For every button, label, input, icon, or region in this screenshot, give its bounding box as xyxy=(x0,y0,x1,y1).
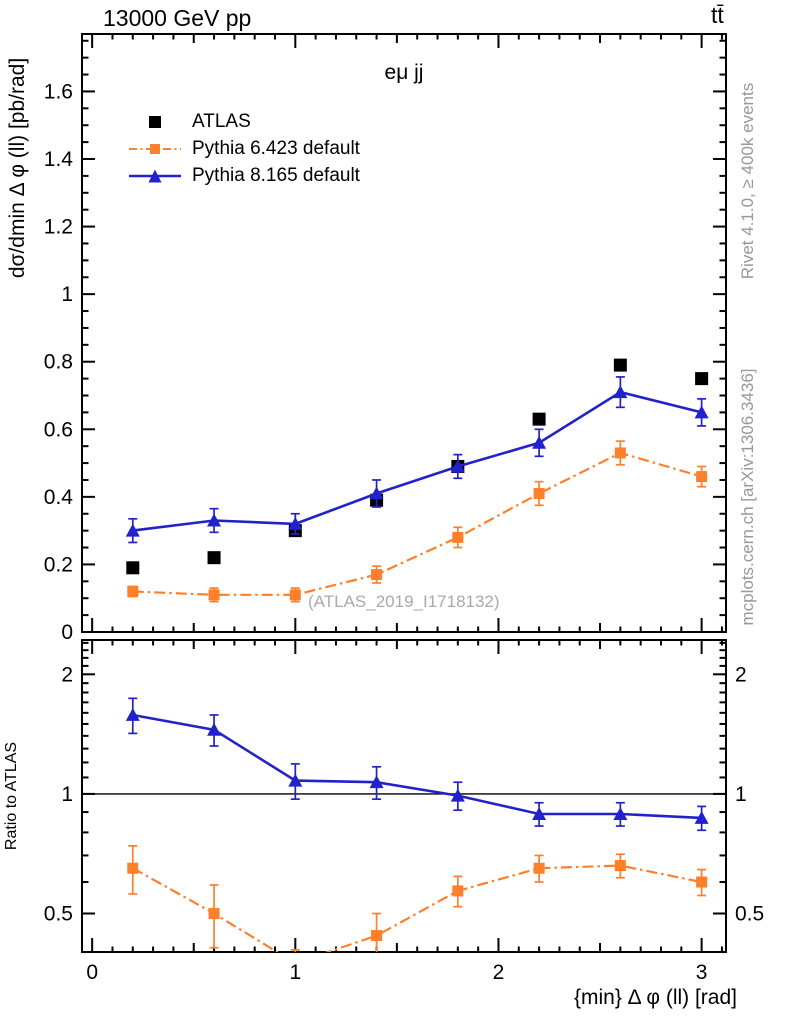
data-point xyxy=(614,860,626,872)
ratio-ytick-label-left: 2 xyxy=(61,663,73,686)
data-point xyxy=(288,773,303,787)
main-ytick-label: 0.6 xyxy=(44,418,73,441)
ratio-panel-frame xyxy=(81,639,727,953)
data-point xyxy=(369,486,384,500)
plot-title: eμ jj xyxy=(384,61,424,84)
data-point xyxy=(694,810,709,824)
data-point xyxy=(613,358,627,372)
ratio-y-axis-title: Ratio to ATLAS xyxy=(3,742,20,850)
data-point xyxy=(288,516,303,530)
xtick-label: 2 xyxy=(493,961,505,984)
data-point xyxy=(208,589,220,601)
data-point xyxy=(450,788,465,802)
ratio-ytick-label-left: 0.5 xyxy=(44,902,73,925)
main-panel-frame xyxy=(81,33,727,633)
pythia8-line-triangle-icon xyxy=(129,169,181,182)
y-axis-title: dσ/dmin Δ φ (ll) [pb/rad] xyxy=(6,58,29,278)
legend-label-pythia8: Pythia 8.165 default xyxy=(192,164,360,186)
main-ytick-label: 1.2 xyxy=(44,216,73,239)
xtick-label: 1 xyxy=(289,961,301,984)
data-point xyxy=(533,487,545,499)
ratio-ytick-label-right: 0.5 xyxy=(735,902,764,925)
pythia8-curve xyxy=(125,376,709,544)
panel-frames xyxy=(81,33,727,953)
main-ytick-label: 1.4 xyxy=(44,148,74,171)
pythia6-dashdot-square-icon xyxy=(129,143,181,154)
data-point xyxy=(208,907,220,919)
data-point xyxy=(613,807,628,820)
data-point xyxy=(452,531,464,543)
pythia6-ratio-curve xyxy=(127,845,708,952)
data-point xyxy=(125,707,140,721)
pythia6-curve xyxy=(127,440,708,603)
legend-label-atlas: ATLAS xyxy=(192,110,251,132)
data-point xyxy=(125,523,140,537)
process-label: tt̄ xyxy=(711,2,724,28)
xtick-label: 3 xyxy=(696,961,708,984)
legend-item-atlas: ATLAS xyxy=(128,108,360,135)
data-point xyxy=(371,930,383,942)
main-ytick-label: 0.2 xyxy=(44,553,73,576)
data-point xyxy=(532,807,547,820)
rivet-version-text: Rivet 4.1.0, ≥ 400k events xyxy=(738,83,757,279)
beam-energy-label: 13000 GeV pp xyxy=(103,5,252,31)
data-point xyxy=(371,569,383,581)
axis-tick-labels: 0 0.2 0.4 0.6 0.8 1 1.2 1.4 1.6 0.5 0.5 1 1 2 2 0 1 2 3 xyxy=(44,80,764,984)
analysis-watermark: (ATLAS_2019_I1718132) xyxy=(308,592,500,611)
data-point xyxy=(694,405,709,419)
main-ytick-label: 0.4 xyxy=(44,486,74,509)
x-axis-title: {min} Δ φ (ll) [rad] xyxy=(573,986,737,1009)
legend-label-pythia6: Pythia 6.423 default xyxy=(192,137,360,159)
data-point xyxy=(452,885,464,897)
ratio-ytick-label-right: 1 xyxy=(735,783,747,806)
data-point xyxy=(614,447,626,459)
data-point xyxy=(289,589,301,601)
main-ytick-label: 0.8 xyxy=(44,351,73,374)
ratio-ytick-label-left: 1 xyxy=(61,783,73,806)
legend-item-pythia6: Pythia 6.423 default xyxy=(128,135,360,162)
main-ytick-label: 0 xyxy=(61,621,73,644)
mcplots-reference-text: mcplots.cern.ch [arXiv:1306.3436] xyxy=(738,368,757,625)
atlas-square-icon xyxy=(149,115,161,128)
data-point xyxy=(127,862,139,874)
data-point xyxy=(126,561,140,575)
ratio-ytick-label-right: 2 xyxy=(735,663,747,686)
main-ytick-label: 1 xyxy=(61,283,73,306)
legend-item-pythia8: Pythia 8.165 default xyxy=(128,162,360,189)
data-point xyxy=(533,862,545,874)
data-point xyxy=(127,585,139,597)
pythia8-ratio-curve xyxy=(125,697,709,832)
xtick-label: 0 xyxy=(86,961,98,984)
data-point xyxy=(532,435,547,449)
data-point xyxy=(207,722,222,736)
data-point xyxy=(696,876,708,888)
data-point xyxy=(369,775,384,789)
data-point xyxy=(450,459,465,473)
axis-ticks xyxy=(82,34,726,953)
data-point xyxy=(695,372,709,386)
main-ytick-label: 1.6 xyxy=(44,80,73,103)
data-point xyxy=(207,551,221,565)
data-point xyxy=(207,513,222,527)
data-point xyxy=(613,385,628,399)
data-point xyxy=(696,471,708,483)
data-point xyxy=(532,412,546,426)
legend: ATLAS Pythia 6.423 default Pythia 8.165 … xyxy=(128,108,360,189)
